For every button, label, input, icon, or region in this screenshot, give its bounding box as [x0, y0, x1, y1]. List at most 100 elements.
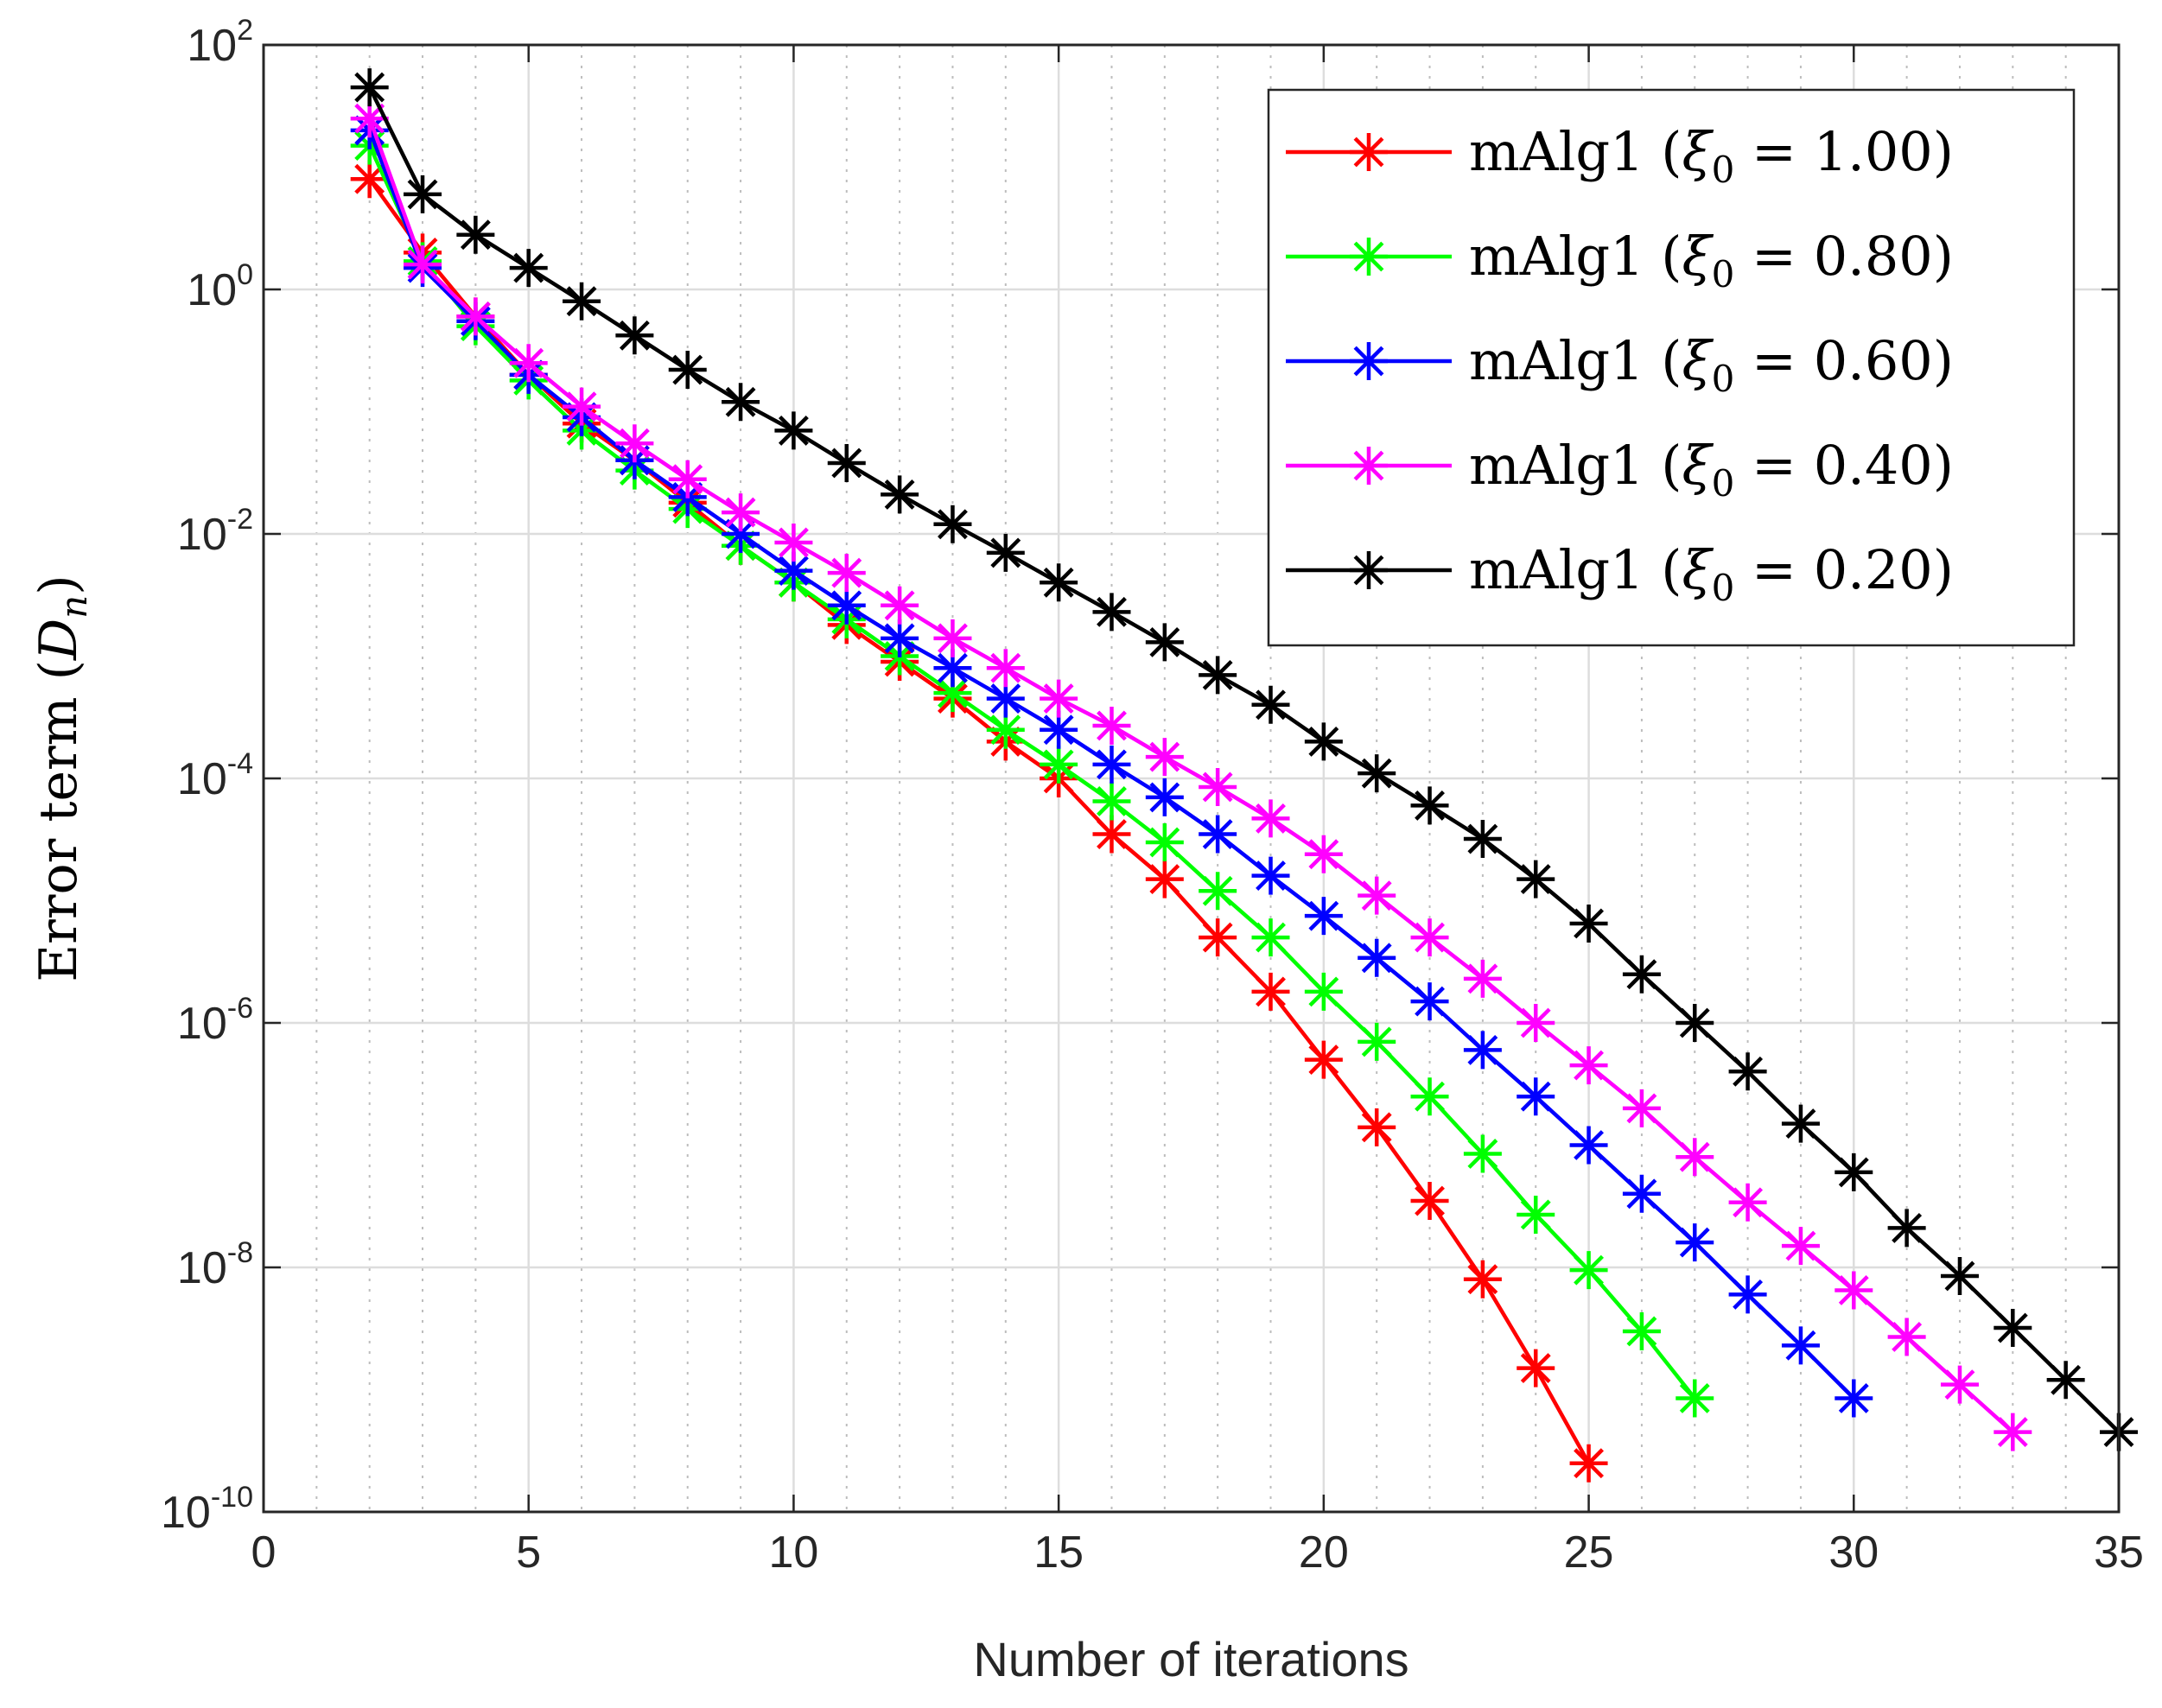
- data-point-marker: [1251, 856, 1290, 895]
- data-point-marker: [1304, 722, 1343, 761]
- data-point-marker: [1350, 133, 1388, 171]
- data-point-marker: [1463, 820, 1502, 859]
- data-point-marker: [1463, 1031, 1502, 1070]
- y-tick-base: 10: [177, 999, 227, 1049]
- data-point-marker: [1199, 767, 1237, 806]
- data-point-marker: [1517, 860, 1555, 898]
- data-point-marker: [1835, 1152, 1873, 1191]
- x-tick-label: 35: [2094, 1527, 2144, 1578]
- legend-label: mAlg1 (ξ0 = 1.00): [1469, 120, 1954, 191]
- legend-item-4: mAlg1 (ξ0 = 0.20): [1286, 538, 1954, 609]
- legend-label: mAlg1 (ξ0 = 0.60): [1469, 329, 1954, 400]
- data-point-marker: [1993, 1309, 2032, 1348]
- data-point-marker: [722, 383, 760, 422]
- y-tick-label: 102: [187, 14, 253, 71]
- data-point-marker: [615, 316, 654, 355]
- y-tick-base: 10: [161, 1488, 211, 1538]
- data-point-marker: [1993, 1413, 2032, 1451]
- data-point-marker: [827, 443, 866, 482]
- x-tick-label: 20: [1299, 1527, 1349, 1578]
- legend-label: mAlg1 (ξ0 = 0.20): [1469, 538, 1954, 609]
- data-point-marker: [1569, 1126, 1608, 1165]
- data-point-marker: [1622, 955, 1661, 994]
- data-point-marker: [1350, 342, 1388, 380]
- data-point-marker: [1358, 754, 1396, 793]
- data-point-marker: [1569, 1046, 1608, 1085]
- y-axis-label: Error term (Dn): [29, 575, 95, 981]
- data-point-marker: [1676, 1004, 1714, 1042]
- y-axis-label-prefix: Error term (: [29, 660, 89, 982]
- y-tick-base: 10: [187, 265, 237, 315]
- y-axis-label-suffix: ): [29, 575, 89, 594]
- data-point-marker: [1092, 706, 1131, 745]
- data-point-marker: [1350, 238, 1388, 276]
- data-point-marker: [1304, 1040, 1343, 1079]
- data-point-marker: [1251, 799, 1290, 838]
- x-tick-label: 0: [251, 1527, 277, 1578]
- data-point-marker: [1410, 982, 1449, 1021]
- data-point-marker: [350, 68, 389, 107]
- data-point-marker: [1304, 897, 1343, 936]
- data-point-marker: [986, 533, 1025, 572]
- series-line: [367, 86, 2121, 1434]
- y-tick-label: 10-6: [177, 992, 253, 1049]
- data-point-marker: [1781, 1104, 1820, 1143]
- data-point-marker: [1040, 745, 1078, 784]
- data-point-marker: [1092, 745, 1131, 784]
- y-axis-label-var: D: [29, 619, 89, 661]
- data-point-marker: [456, 297, 495, 336]
- legend-item-0: mAlg1 (ξ0 = 1.00): [1286, 120, 1954, 191]
- data-point-marker: [1622, 1311, 1661, 1350]
- data-point-marker: [1676, 1379, 1714, 1418]
- data-point-marker: [1463, 1134, 1502, 1173]
- x-tick-label: 30: [1828, 1527, 1879, 1578]
- data-point-marker: [1410, 786, 1449, 825]
- legend-box: [1267, 88, 2076, 647]
- y-tick-exponent: -10: [211, 1481, 253, 1514]
- data-point-marker: [933, 505, 972, 543]
- data-point-marker: [1199, 656, 1237, 695]
- data-point-marker: [986, 710, 1025, 749]
- data-point-marker: [1569, 904, 1608, 943]
- data-point-marker: [1040, 563, 1078, 602]
- data-point-marker: [1835, 1379, 1873, 1418]
- legend-item-2: mAlg1 (ξ0 = 0.60): [1286, 329, 1954, 400]
- legend-label: mAlg1 (ξ0 = 0.40): [1469, 434, 1954, 505]
- data-point-marker: [456, 215, 495, 254]
- legend: mAlg1 (ξ0 = 1.00) mAlg1 (ξ0 = 0.80) mAlg1 …: [1267, 88, 2076, 647]
- data-point-marker: [1835, 1271, 1873, 1310]
- data-point-marker: [1358, 1022, 1396, 1061]
- data-point-marker: [1887, 1318, 1926, 1356]
- data-point-marker: [1199, 815, 1237, 854]
- data-point-marker: [933, 619, 972, 657]
- y-tick-label: 10-8: [177, 1236, 253, 1293]
- x-tick-labels: 0 5 10 15 20 25 30 35: [251, 1527, 2144, 1578]
- y-tick-base: 10: [177, 510, 227, 560]
- data-point-marker: [563, 387, 601, 426]
- data-point-marker: [1728, 1052, 1767, 1091]
- data-point-marker: [1622, 1174, 1661, 1213]
- data-point-marker: [1092, 593, 1131, 632]
- y-tick-base: 10: [177, 1243, 227, 1293]
- data-point-marker: [1463, 959, 1502, 998]
- y-tick-label: 10-2: [177, 503, 253, 560]
- data-point-marker: [986, 649, 1025, 688]
- data-point-marker: [668, 351, 707, 390]
- data-point-marker: [1410, 1182, 1449, 1221]
- y-tick-exponent: -4: [227, 747, 253, 780]
- data-point-marker: [404, 245, 442, 284]
- data-point-marker: [1622, 1089, 1661, 1127]
- legend-item-3: mAlg1 (ξ0 = 0.40): [1286, 434, 1954, 505]
- series-layer: [350, 68, 2138, 1483]
- data-point-marker: [1092, 815, 1131, 854]
- data-point-marker: [1569, 1251, 1608, 1290]
- data-point-marker: [1517, 1077, 1555, 1116]
- data-point-marker: [1145, 623, 1184, 662]
- data-point-marker: [1251, 918, 1290, 957]
- ticks: [262, 43, 2121, 1514]
- legend-label: mAlg1 (ξ0 = 0.80): [1469, 225, 1954, 295]
- y-tick-base: 10: [177, 754, 227, 804]
- data-point-marker: [1410, 918, 1449, 957]
- data-point-marker: [827, 586, 866, 625]
